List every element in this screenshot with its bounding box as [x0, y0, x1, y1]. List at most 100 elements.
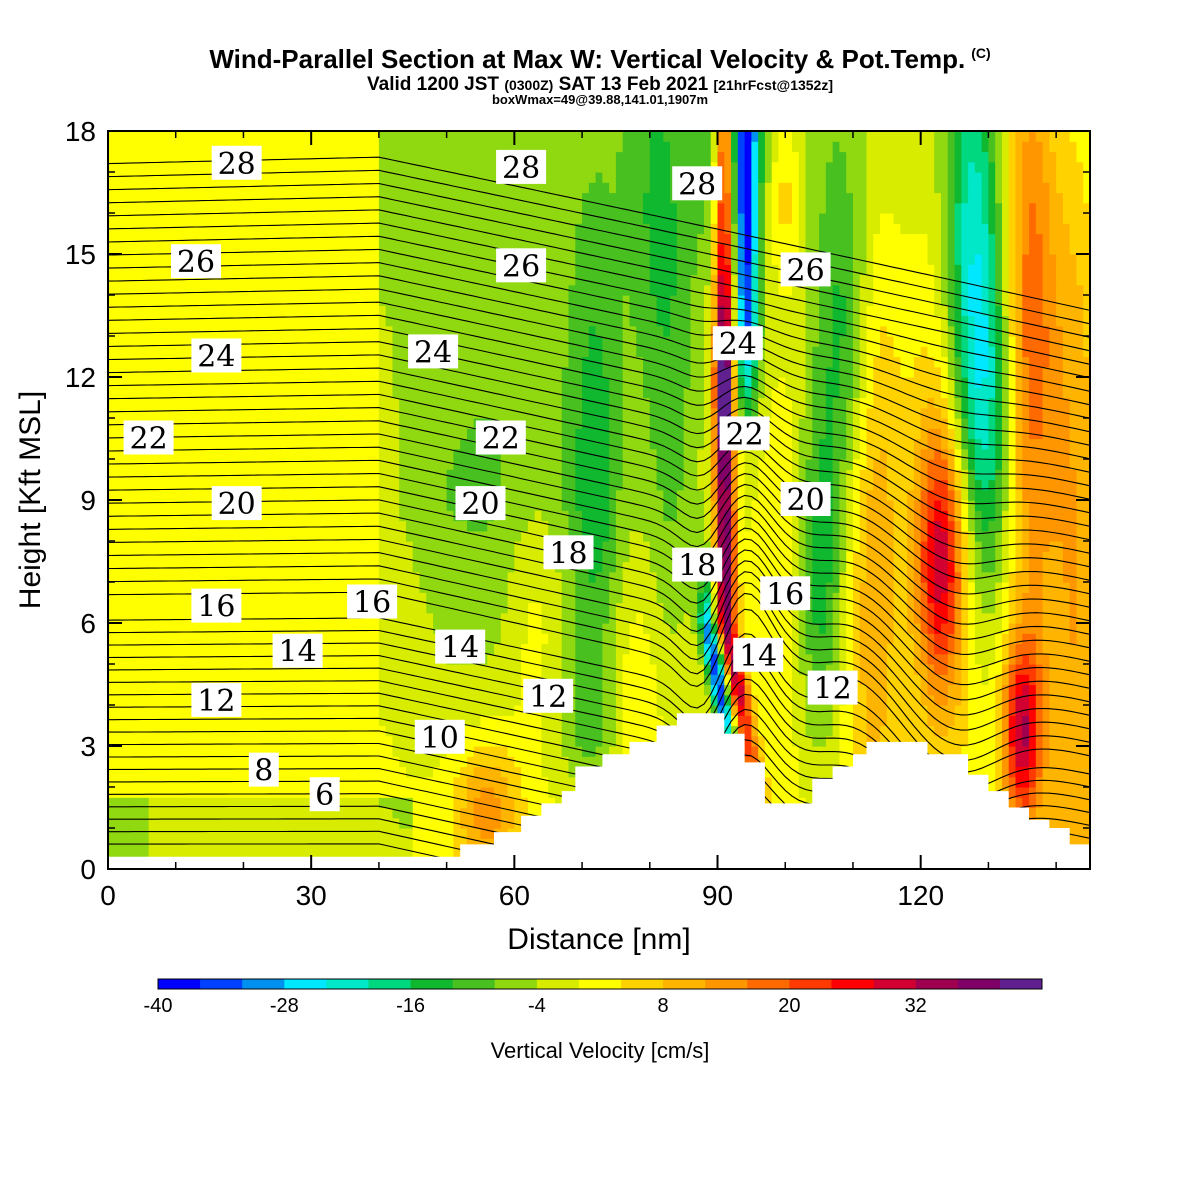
- velocity-cell: [568, 233, 576, 245]
- velocity-cell: [345, 315, 353, 327]
- velocity-cell: [365, 530, 373, 542]
- velocity-cell: [561, 612, 570, 624]
- velocity-cell: [263, 500, 272, 511]
- velocity-cell: [378, 633, 387, 645]
- velocity-cell: [473, 766, 482, 778]
- velocity-cell: [507, 551, 515, 563]
- velocity-cell: [256, 684, 265, 696]
- velocity-cell: [405, 387, 414, 399]
- velocity-cell: [270, 336, 278, 347]
- velocity-cell: [494, 182, 502, 194]
- velocity-cell: [554, 151, 563, 163]
- velocity-cell: [480, 151, 488, 163]
- velocity-cell: [297, 387, 305, 399]
- velocity-cell: [487, 182, 495, 194]
- velocity-cell: [392, 213, 400, 224]
- velocity-cell: [202, 561, 211, 573]
- velocity-cell: [168, 643, 177, 655]
- velocity-cell: [108, 387, 116, 399]
- velocity-cell: [317, 489, 326, 501]
- velocity-cell: [263, 448, 272, 460]
- velocity-cell: [135, 151, 143, 163]
- velocity-cell: [182, 295, 190, 306]
- velocity-cell: [466, 838, 475, 850]
- velocity-cell: [168, 520, 177, 532]
- velocity-cell: [480, 336, 488, 347]
- velocity-cell: [345, 797, 353, 809]
- velocity-cell: [412, 438, 421, 450]
- velocity-cell: [304, 715, 312, 727]
- velocity-cell: [114, 520, 123, 532]
- velocity-cell: [182, 172, 190, 183]
- velocity-cell: [155, 653, 163, 665]
- velocity-cell: [324, 571, 333, 583]
- velocity-cell: [466, 387, 475, 399]
- velocity-cell: [466, 602, 475, 614]
- velocity-cell: [196, 407, 204, 419]
- velocity-cell: [460, 664, 468, 675]
- velocity-cell: [466, 623, 475, 634]
- velocity-cell: [209, 438, 217, 450]
- velocity-cell: [311, 766, 319, 778]
- velocity-cell: [527, 213, 536, 224]
- velocity-cell: [433, 602, 441, 614]
- velocity-cell: [135, 571, 143, 583]
- velocity-cell: [433, 592, 441, 604]
- velocity-cell: [223, 828, 231, 839]
- velocity-cell: [284, 510, 292, 522]
- velocity-cell: [460, 776, 468, 788]
- velocity-cell: [250, 653, 258, 665]
- velocity-cell: [568, 264, 576, 276]
- velocity-cell: [412, 776, 421, 788]
- velocity-cell: [433, 500, 441, 511]
- velocity-cell: [182, 161, 190, 173]
- velocity-cell: [216, 274, 224, 286]
- velocity-cell: [507, 223, 515, 235]
- velocity-cell: [446, 582, 454, 593]
- velocity-cell: [568, 336, 576, 347]
- velocity-cell: [331, 500, 339, 511]
- velocity-cell: [385, 479, 394, 491]
- velocity-cell: [168, 530, 177, 542]
- velocity-cell: [433, 664, 441, 675]
- velocity-cell: [263, 202, 272, 214]
- velocity-cell: [473, 571, 482, 583]
- velocity-cell: [114, 623, 123, 634]
- velocity-cell: [372, 715, 380, 727]
- velocity-cell: [473, 561, 482, 573]
- velocity-cell: [202, 469, 211, 481]
- velocity-cell: [554, 305, 563, 317]
- velocity-cell: [412, 592, 421, 604]
- velocity-cell: [419, 448, 427, 460]
- velocity-cell: [514, 397, 522, 409]
- velocity-cell: [223, 735, 231, 747]
- velocity-cell: [114, 407, 123, 419]
- velocity-cell: [378, 489, 387, 501]
- velocity-cell: [345, 428, 353, 440]
- velocity-cell: [270, 694, 278, 706]
- velocity-cell: [331, 582, 339, 593]
- velocity-cell: [135, 633, 143, 645]
- velocity-cell: [256, 182, 265, 194]
- velocity-cell: [128, 797, 136, 809]
- velocity-cell: [378, 141, 387, 153]
- velocity-cell: [304, 817, 312, 829]
- velocity-cell: [507, 746, 515, 757]
- velocity-cell: [534, 356, 543, 368]
- velocity-cell: [439, 551, 448, 563]
- velocity-cell: [324, 828, 333, 839]
- velocity-cell: [216, 202, 224, 214]
- velocity-cell: [358, 623, 366, 634]
- velocity-cell: [439, 459, 448, 470]
- velocity-cell: [345, 223, 353, 235]
- velocity-cell: [365, 500, 373, 511]
- title-main: Wind-Parallel Section at Max W: Vertical…: [209, 44, 966, 74]
- velocity-cell: [148, 407, 156, 419]
- velocity-cell: [405, 213, 414, 224]
- velocity-cell: [365, 551, 373, 563]
- velocity-cell: [128, 459, 136, 470]
- velocity-cell: [521, 715, 529, 727]
- velocity-cell: [263, 479, 272, 491]
- velocity-cell: [446, 407, 454, 419]
- velocity-cell: [345, 377, 353, 388]
